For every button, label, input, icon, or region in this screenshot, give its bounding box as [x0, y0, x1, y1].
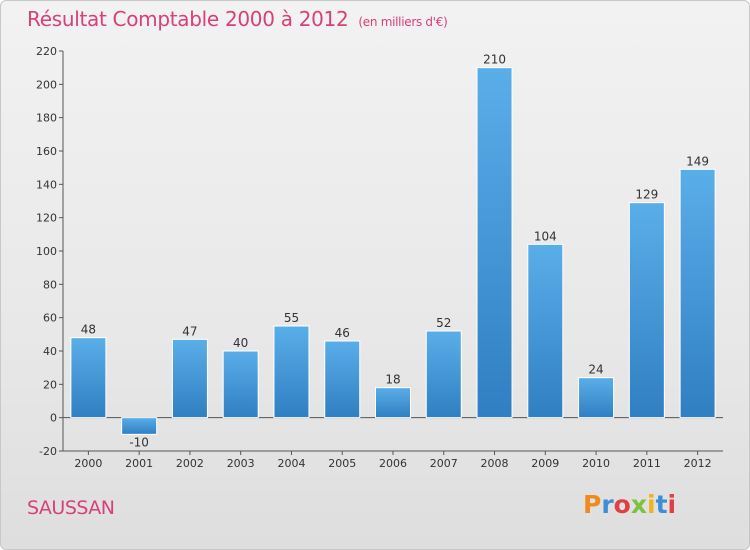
- chart-data-labels: 48 -10 47 40 55 46 18 52 210 104 24 129 149: [81, 53, 709, 450]
- data-label: 55: [284, 311, 299, 325]
- y-tick-label: 80: [43, 278, 57, 291]
- data-label: 149: [686, 154, 709, 168]
- bar: [324, 340, 361, 419]
- place-name: SAUSSAN: [27, 497, 115, 519]
- logo-letter: x: [630, 490, 647, 519]
- proxiti-logo: Proxiti: [583, 490, 676, 519]
- x-tick-label: 2011: [633, 457, 661, 470]
- data-label: 40: [233, 336, 248, 350]
- data-label: 46: [335, 326, 350, 340]
- data-label: 18: [385, 373, 400, 387]
- x-tick-label: 2005: [328, 457, 356, 470]
- y-tick-label: 60: [43, 312, 57, 325]
- bar: [476, 67, 513, 419]
- y-tick-label: 0: [50, 412, 57, 425]
- data-label: 104: [534, 229, 557, 243]
- bar: [121, 417, 158, 435]
- data-label: 24: [588, 363, 603, 377]
- chart-bars: [70, 67, 716, 435]
- x-tick-label: 2004: [277, 457, 305, 470]
- y-tick-label: 20: [43, 378, 57, 391]
- bar: [628, 202, 665, 419]
- bar: [273, 325, 310, 419]
- bar: [527, 243, 564, 419]
- y-tick-label: 140: [36, 178, 57, 191]
- data-label: 129: [635, 188, 658, 202]
- x-tick-label: 2007: [430, 457, 458, 470]
- y-tick-label: 180: [36, 112, 57, 125]
- logo-letter: t: [655, 490, 668, 519]
- bar: [425, 330, 462, 419]
- chart-subtitle: (en milliers d'€): [358, 15, 448, 29]
- data-label: 210: [483, 53, 506, 67]
- logo-letter: i: [647, 490, 656, 519]
- bar: [70, 337, 107, 419]
- data-label: 48: [81, 323, 96, 337]
- logo-letter: i: [667, 490, 677, 519]
- y-tick-label: 200: [36, 78, 57, 91]
- y-tick-label: -20: [39, 445, 57, 458]
- x-tick-label: 2000: [74, 457, 102, 470]
- bar: [222, 350, 259, 419]
- y-tick-label: 220: [36, 45, 57, 58]
- logo-letter: r: [601, 490, 614, 519]
- x-tick-label: 2008: [481, 457, 509, 470]
- data-label: 47: [182, 324, 197, 338]
- x-tick-label: 2002: [176, 457, 204, 470]
- x-tick-label: 2006: [379, 457, 407, 470]
- x-tick-label: 2001: [125, 457, 153, 470]
- chart-axes: -20 0 20 40 60 80 100 120 140 160 180 200 220 2000 200…: [36, 45, 723, 470]
- x-tick-label: 2003: [227, 457, 255, 470]
- chart-title-text: Résultat Comptable 2000 à 2012: [27, 7, 349, 31]
- x-tick-label: 2012: [684, 457, 712, 470]
- bar: [375, 387, 411, 419]
- chart-title: Résultat Comptable 2000 à 2012 (en millie…: [27, 7, 448, 31]
- bar: [679, 168, 716, 419]
- x-tick-label: 2010: [582, 457, 610, 470]
- logo-letter: o: [613, 490, 631, 519]
- data-label: -10: [129, 435, 149, 449]
- bar: [578, 377, 615, 419]
- y-tick-label: 40: [43, 345, 57, 358]
- bar: [171, 338, 208, 419]
- y-tick-label: 100: [36, 245, 57, 258]
- y-tick-label: 160: [36, 145, 57, 158]
- logo-letter: P: [583, 490, 602, 519]
- y-tick-label: 120: [36, 212, 57, 225]
- data-label: 52: [436, 316, 451, 330]
- x-tick-label: 2009: [531, 457, 559, 470]
